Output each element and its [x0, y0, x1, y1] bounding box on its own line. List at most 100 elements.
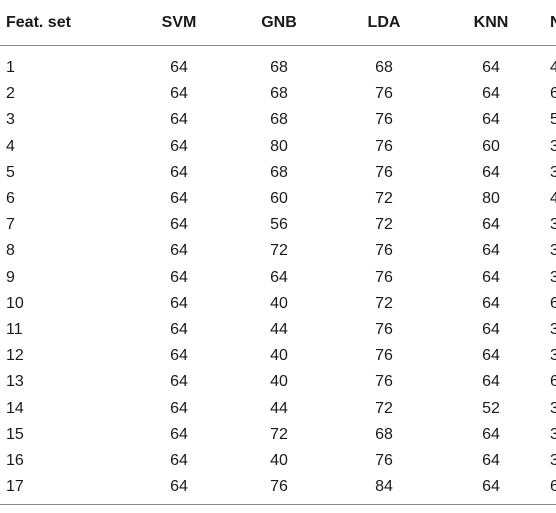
header-lda: LDA: [336, 0, 432, 46]
cell-knn: 64: [482, 373, 500, 391]
cell-gnb: 68: [270, 163, 288, 181]
cell-feature-set: 15: [6, 425, 24, 443]
cell-knn: 64: [482, 268, 500, 286]
cell-knn: 60: [482, 137, 500, 155]
table-row: 176476846464: [0, 474, 556, 506]
cell-feature-set: 12: [6, 347, 24, 365]
cell-nn: 36: [550, 242, 556, 260]
cell-lda: 76: [375, 137, 393, 155]
table-row: 10 64 40 72 64 64: [0, 291, 556, 317]
cell-svm: 64: [170, 347, 188, 365]
cell-gnb: 64: [270, 268, 288, 286]
cell-nn: 36: [550, 163, 556, 181]
cell-knn: 64: [482, 320, 500, 338]
cell-nn: 32: [550, 451, 556, 469]
cell-feature-set: 8: [6, 242, 15, 260]
cell-lda: 72: [375, 399, 393, 417]
cell-feature-set: 9: [6, 268, 15, 286]
table-row: 8 64 72 76 64 36: [0, 238, 556, 264]
table-header: Feat. set SVM GNB LDA KNN NN: [0, 0, 556, 46]
table-row: 2 64 68 76 64 64: [0, 81, 556, 107]
cell-gnb: 68: [270, 111, 288, 129]
header-svm: SVM: [136, 0, 222, 46]
cell-feature-set: 1: [6, 59, 15, 77]
cell-lda: 76: [375, 268, 393, 286]
cell-lda: 72: [375, 190, 393, 208]
header-feature-set: Feat. set: [0, 0, 136, 46]
cell-nn: 36: [550, 268, 556, 286]
cell-feature-set: 16: [6, 451, 24, 469]
cell-svm: 64: [170, 137, 188, 155]
cell-feature-set: 4: [6, 137, 15, 155]
cell-nn: 48: [550, 190, 556, 208]
cell-knn: 64: [482, 242, 500, 260]
cell-svm: 64: [170, 373, 188, 391]
cell-nn: 36: [550, 320, 556, 338]
cell-svm: 64: [170, 190, 188, 208]
cell-lda: 72: [375, 216, 393, 234]
cell-gnb: 68: [270, 85, 288, 103]
cell-lda: 76: [375, 320, 393, 338]
cell-gnb: 44: [270, 320, 288, 338]
cell-knn: 52: [482, 399, 500, 417]
cell-svm: 64: [170, 163, 188, 181]
cell-nn: 36: [550, 216, 556, 234]
cell-gnb: 40: [270, 451, 288, 469]
cell-lda: 84: [336, 474, 432, 506]
cell-knn: 64: [482, 425, 500, 443]
table-row: 7 64 56 72 64 36: [0, 212, 556, 238]
cell-svm: 64: [170, 425, 188, 443]
cell-nn: 56: [550, 111, 556, 129]
table-row: 5 64 68 76 64 36: [0, 160, 556, 186]
header-row: Feat. set SVM GNB LDA KNN NN: [0, 0, 556, 46]
table-row: 16 64 40 76 64 32: [0, 448, 556, 474]
cell-feature-set: 13: [6, 373, 24, 391]
table-row: 3 64 68 76 64 56: [0, 107, 556, 133]
table-row: 9 64 64 76 64 36: [0, 265, 556, 291]
cell-svm: 64: [170, 111, 188, 129]
cell-lda: 76: [375, 242, 393, 260]
cell-knn: 64: [482, 294, 500, 312]
table-row: 1 64 68 68 64 40: [0, 46, 556, 82]
cell-feature-set: 10: [6, 294, 24, 312]
cell-nn: 36: [550, 399, 556, 417]
cell-svm: 64: [170, 216, 188, 234]
cell-lda: 76: [375, 373, 393, 391]
cell-lda: 76: [375, 347, 393, 365]
cell-svm: 64: [170, 294, 188, 312]
cell-nn: 36: [550, 347, 556, 365]
cell-nn: 64: [550, 294, 556, 312]
cell-feature-set: 14: [6, 399, 24, 417]
cell-gnb: 80: [270, 137, 288, 155]
table-row: 14 64 44 72 52 36: [0, 395, 556, 421]
cell-svm: 64: [170, 268, 188, 286]
cell-nn: 64: [550, 373, 556, 391]
cell-svm: 64: [170, 242, 188, 260]
cell-svm: 64: [170, 399, 188, 417]
cell-nn: 64: [550, 474, 556, 506]
table-row: 11 64 44 76 64 36: [0, 317, 556, 343]
cell-gnb: 76: [222, 474, 336, 506]
cell-gnb: 60: [270, 190, 288, 208]
cell-feature-set: 5: [6, 163, 15, 181]
cell-nn: 40: [550, 59, 556, 77]
cell-gnb: 40: [270, 294, 288, 312]
cell-knn: 64: [482, 216, 500, 234]
cell-gnb: 40: [270, 347, 288, 365]
cell-knn: 64: [482, 451, 500, 469]
header-gnb: GNB: [222, 0, 336, 46]
cell-lda: 76: [375, 85, 393, 103]
cell-knn: 64: [482, 163, 500, 181]
cell-knn: 64: [482, 347, 500, 365]
cell-knn: 80: [482, 190, 500, 208]
cell-lda: 68: [375, 425, 393, 443]
cell-feature-set: 7: [6, 216, 15, 234]
cell-lda: 76: [375, 111, 393, 129]
cell-feature-set: 3: [6, 111, 15, 129]
table-row: 15 64 72 68 64 36: [0, 422, 556, 448]
cell-lda: 76: [375, 451, 393, 469]
table-row: 4 64 80 76 60 36: [0, 134, 556, 160]
table-row: 6 64 60 72 80 48: [0, 186, 556, 212]
cell-svm: 64: [170, 451, 188, 469]
